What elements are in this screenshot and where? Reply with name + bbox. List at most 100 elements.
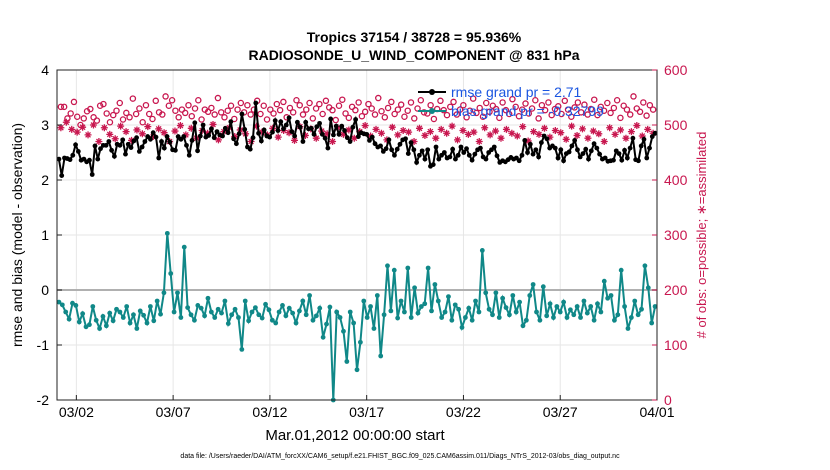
x-tick-label: 03/07 xyxy=(156,404,191,420)
obs-assimilated-marker xyxy=(388,123,396,131)
bias-point xyxy=(446,294,451,299)
bias-point xyxy=(219,310,224,316)
rmse-point xyxy=(464,146,469,152)
obs-assimilated-marker xyxy=(274,133,282,141)
obs-assimilated-marker xyxy=(464,130,472,138)
rmse-point xyxy=(383,146,389,152)
bias-point xyxy=(381,312,387,318)
bias-point xyxy=(188,312,194,318)
bias-point xyxy=(90,304,96,309)
rmse-point xyxy=(619,157,625,163)
bias-point xyxy=(215,306,221,312)
rmse-point xyxy=(214,129,220,135)
bias-point xyxy=(239,347,245,352)
obs-assimilated-marker xyxy=(345,126,353,134)
rmse-point xyxy=(333,123,339,129)
obs-possible-marker xyxy=(620,102,627,110)
rmse-point xyxy=(411,147,417,153)
obs-assimilated-marker xyxy=(62,118,70,126)
bias-point xyxy=(97,326,102,331)
obs-possible-marker xyxy=(636,108,644,116)
bias-point xyxy=(93,317,99,323)
bias-point xyxy=(76,319,82,325)
obs-possible-marker xyxy=(384,104,392,112)
obs-possible-marker xyxy=(208,104,215,112)
obs-possible-marker xyxy=(103,110,110,117)
rmse-point xyxy=(494,153,500,159)
left-axis: -2 -1 0 1 2 3 4 xyxy=(37,62,62,408)
rmse-point xyxy=(594,145,600,151)
obs-assimilated-marker xyxy=(372,125,380,133)
obs-assimilated-marker xyxy=(573,131,581,139)
obs-assimilated-marker xyxy=(285,129,293,137)
bias-point xyxy=(628,315,634,320)
bias-point xyxy=(56,299,62,305)
bias-point xyxy=(144,320,150,326)
obs-assimilated-marker xyxy=(524,137,532,145)
rmse-point xyxy=(355,134,361,139)
obs-possible-marker xyxy=(214,94,222,102)
rmse-point xyxy=(283,122,289,128)
bias-point xyxy=(557,309,563,315)
bias-point xyxy=(246,318,252,324)
obs-possible-marker xyxy=(564,106,572,113)
obs-possible-marker xyxy=(489,102,497,110)
obs-assimilated-marker xyxy=(323,130,331,138)
bias-point xyxy=(632,298,638,304)
rmse-point xyxy=(447,154,453,160)
obs-possible-marker xyxy=(296,101,303,109)
rmse-point xyxy=(220,133,225,139)
rmse-point xyxy=(552,145,558,151)
rmse-point xyxy=(148,136,153,142)
rmse-point xyxy=(289,129,295,135)
obs-possible-marker xyxy=(502,106,510,114)
obs-assimilated-marker xyxy=(138,130,146,138)
obs-assimilated-marker xyxy=(209,120,217,128)
rmse-point xyxy=(128,145,134,150)
rmse-point xyxy=(630,135,636,141)
obs-possible-marker xyxy=(263,116,271,123)
bias-point xyxy=(415,310,421,316)
obs-possible-marker xyxy=(224,107,232,114)
bias-point xyxy=(500,295,506,301)
rmse-point xyxy=(261,127,267,133)
y-tick-label-right: 400 xyxy=(664,172,688,188)
rmse-point xyxy=(156,155,162,161)
obs-assimilated-marker xyxy=(160,129,168,137)
rmse-point xyxy=(611,157,616,163)
rmse-point xyxy=(378,143,383,149)
rmse-point xyxy=(522,138,528,143)
bias-point xyxy=(544,313,550,319)
bias-point xyxy=(408,315,414,320)
obs-possible-marker xyxy=(165,102,173,110)
obs-possible-marker xyxy=(541,106,549,114)
obs-possible-marker xyxy=(191,105,199,112)
bias-point xyxy=(236,315,241,320)
obs-assimilated-marker xyxy=(600,138,608,145)
rmse-point xyxy=(350,124,356,130)
bias-point xyxy=(510,293,516,298)
bias-point xyxy=(598,309,604,315)
obs-assimilated-marker xyxy=(133,126,141,134)
obs-possible-marker xyxy=(244,101,251,109)
rmse-point xyxy=(597,151,603,157)
legend: rmse grand pr = 2.71 bias grand pr = -0.… xyxy=(418,84,604,119)
bias-point xyxy=(456,306,462,312)
obs-possible-marker xyxy=(303,106,310,113)
obs-assimilated-marker xyxy=(622,134,630,142)
bias-point xyxy=(80,311,86,317)
obs-possible-marker xyxy=(496,114,503,122)
obs-possible-marker xyxy=(345,114,353,122)
y-tick-label-right: 100 xyxy=(664,337,688,353)
obs-possible-marker xyxy=(67,110,74,117)
rmse-point xyxy=(92,143,98,149)
bias-point xyxy=(242,298,248,304)
obs-possible-marker xyxy=(80,115,88,122)
rmse-point xyxy=(516,158,522,164)
obs-possible-marker xyxy=(584,111,591,118)
legend-rmse-marker xyxy=(429,89,435,95)
obs-possible-marker xyxy=(332,116,339,124)
obs-possible-marker xyxy=(90,114,97,121)
obs-assimilated-marker xyxy=(497,134,505,142)
obs-possible-marker xyxy=(217,109,225,116)
